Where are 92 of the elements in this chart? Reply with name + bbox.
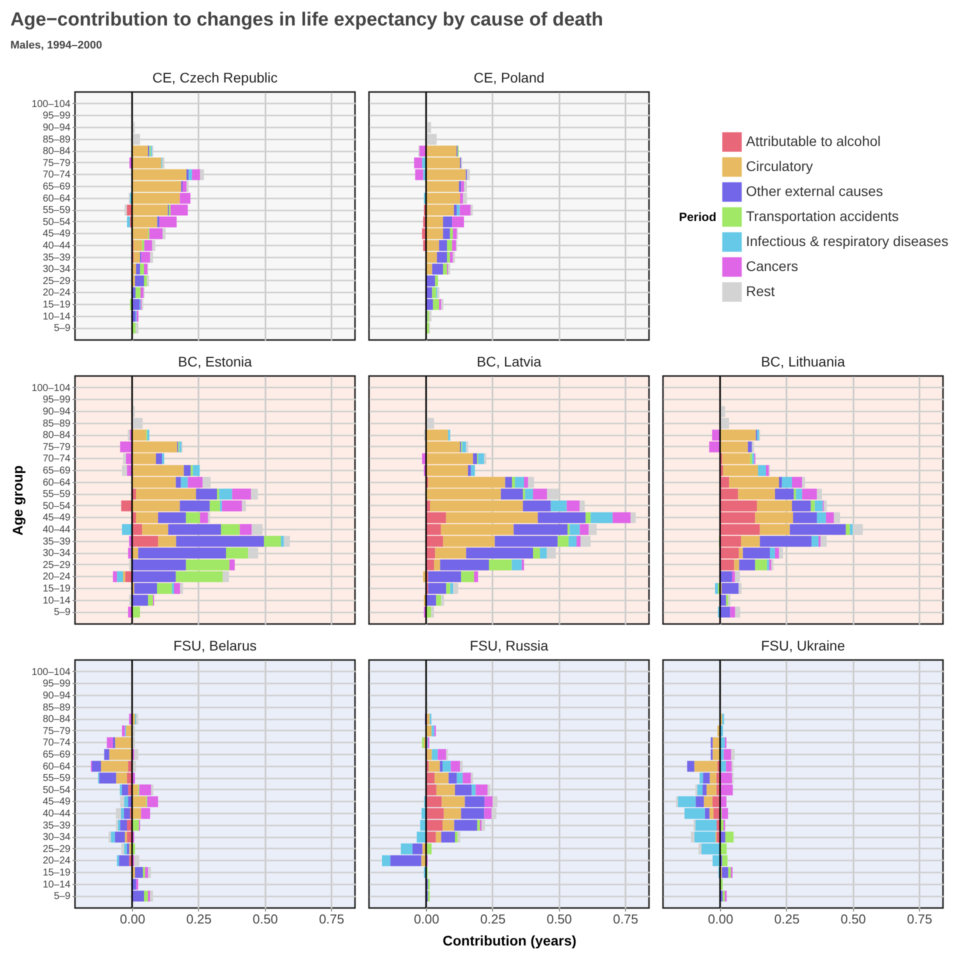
y-tick-label: 85–89 [42, 134, 71, 146]
y-tick-label: 70–74 [42, 454, 71, 465]
y-tick-label: 40–44 [42, 524, 71, 536]
y-tick-label: 45–49 [42, 512, 71, 524]
chart-title: CE, Poland [474, 69, 544, 86]
y-tick-label: 30–34 [42, 264, 71, 276]
y-tick-label: 70–74 [42, 738, 71, 749]
y-tick-label: 25–29 [42, 276, 71, 287]
y-tick-label: 40–44 [42, 240, 71, 252]
y-tick-label: 60–64 [42, 761, 71, 772]
chart-title: BC, Lithuania [760, 353, 846, 370]
text: Age−contribution to changes in life expectancy by cause of death [10, 10, 604, 30]
y-tick-label: 90–94 [42, 406, 71, 418]
chart-title: FSU, Russia [470, 637, 548, 654]
legend-label: Cancers [746, 258, 798, 274]
chart-title: FSU, Belarus [173, 637, 257, 654]
y-tick-label: 100–104 [32, 666, 71, 678]
y-tick-label: 5–9 [54, 891, 71, 902]
chart-title: BC, Latvia [476, 353, 542, 370]
x-tick-label: 0.25 [774, 912, 800, 926]
y-tick-label: 65–69 [42, 466, 71, 477]
y-tick-label: 15–19 [42, 867, 71, 878]
x-tick-label: 0.25 [186, 912, 212, 926]
x-axis-title: Contribution (years) [442, 932, 576, 948]
y-tick-label: 80–84 [42, 714, 71, 726]
x-tick-label: 0.00 [120, 912, 146, 926]
y-tick-label: 55–59 [42, 773, 71, 784]
x-tick-label: 0.00 [708, 912, 734, 926]
y-tick-label: 25–29 [42, 844, 71, 855]
y-tick-label: 35–39 [42, 252, 71, 264]
y-tick-label: 90–94 [42, 122, 71, 134]
x-tick-label: 0.25 [480, 912, 506, 926]
y-tick-label: 30–34 [42, 832, 71, 844]
y-tick-label: 50–54 [42, 784, 71, 796]
y-tick-label: 30–34 [42, 548, 71, 560]
y-tick-label: 10–14 [42, 311, 71, 322]
y-tick-label: 65–69 [42, 182, 71, 193]
y-tick-label: 80–84 [42, 146, 71, 158]
y-tick-label: 80–84 [42, 430, 71, 442]
y-tick-label: 55–59 [42, 489, 71, 500]
chart-title: CE, Czech Republic [152, 69, 278, 86]
y-tick-label: 75–79 [42, 158, 71, 169]
x-tick-label: 0.75 [318, 912, 344, 926]
x-tick-label: 0.50 [546, 912, 572, 926]
y-tick-label: 65–69 [42, 750, 71, 761]
x-tick-label: 0.00 [414, 912, 440, 926]
y-tick-label: 100–104 [32, 98, 71, 110]
y-tick-label: 20–24 [42, 856, 71, 867]
y-tick-label: 60–64 [42, 193, 71, 204]
y-tick-label: 5–9 [54, 607, 71, 618]
x-tick-label: 0.75 [906, 912, 932, 926]
y-tick-label: 40–44 [42, 808, 71, 820]
y-tick-label: 100–104 [32, 382, 71, 394]
y-tick-label: 95–99 [42, 394, 71, 406]
y-tick-label: 55–59 [42, 205, 71, 216]
legend-label: Attributable to alcohol [746, 133, 881, 149]
x-tick-label: 0.75 [612, 912, 638, 926]
legend-label: Rest [746, 283, 775, 299]
legend-title: Period [679, 210, 716, 224]
y-tick-label: 10–14 [42, 595, 71, 606]
y-tick-label: 95–99 [42, 678, 71, 690]
chart-title: BC, Estonia [178, 353, 252, 370]
y-tick-label: 15–19 [42, 583, 71, 594]
legend-label: Other external causes [746, 183, 883, 199]
y-tick-label: 45–49 [42, 228, 71, 240]
y-tick-label: 75–79 [42, 442, 71, 453]
chart-title: FSU, Ukraine [760, 637, 846, 654]
y-tick-label: 15–19 [42, 299, 71, 310]
y-tick-label: 85–89 [42, 418, 71, 430]
y-tick-label: 70–74 [42, 170, 71, 181]
y-tick-label: 75–79 [42, 726, 71, 737]
y-tick-label: 85–89 [42, 702, 71, 714]
y-tick-label: 35–39 [42, 820, 71, 832]
legend-label: Circulatory [746, 158, 813, 174]
legend-label: Transportation accidents [746, 208, 899, 224]
text: Males, 1994–2000 [10, 40, 102, 52]
y-tick-label: 25–29 [42, 560, 71, 571]
y-tick-label: 60–64 [42, 477, 71, 488]
y-tick-label: 50–54 [42, 500, 71, 512]
y-axis-title: Age group [10, 466, 26, 536]
x-tick-label: 0.50 [840, 912, 866, 926]
y-tick-label: 95–99 [42, 110, 71, 122]
y-tick-label: 5–9 [54, 323, 71, 334]
y-tick-label: 90–94 [42, 690, 71, 702]
x-tick-label: 0.50 [252, 912, 278, 926]
y-tick-label: 50–54 [42, 216, 71, 228]
legend-label: Infectious & respiratory diseases [746, 233, 948, 249]
y-tick-label: 35–39 [42, 536, 71, 548]
y-tick-label: 20–24 [42, 572, 71, 583]
y-tick-label: 10–14 [42, 879, 71, 890]
y-tick-label: 45–49 [42, 796, 71, 808]
y-tick-label: 20–24 [42, 288, 71, 299]
